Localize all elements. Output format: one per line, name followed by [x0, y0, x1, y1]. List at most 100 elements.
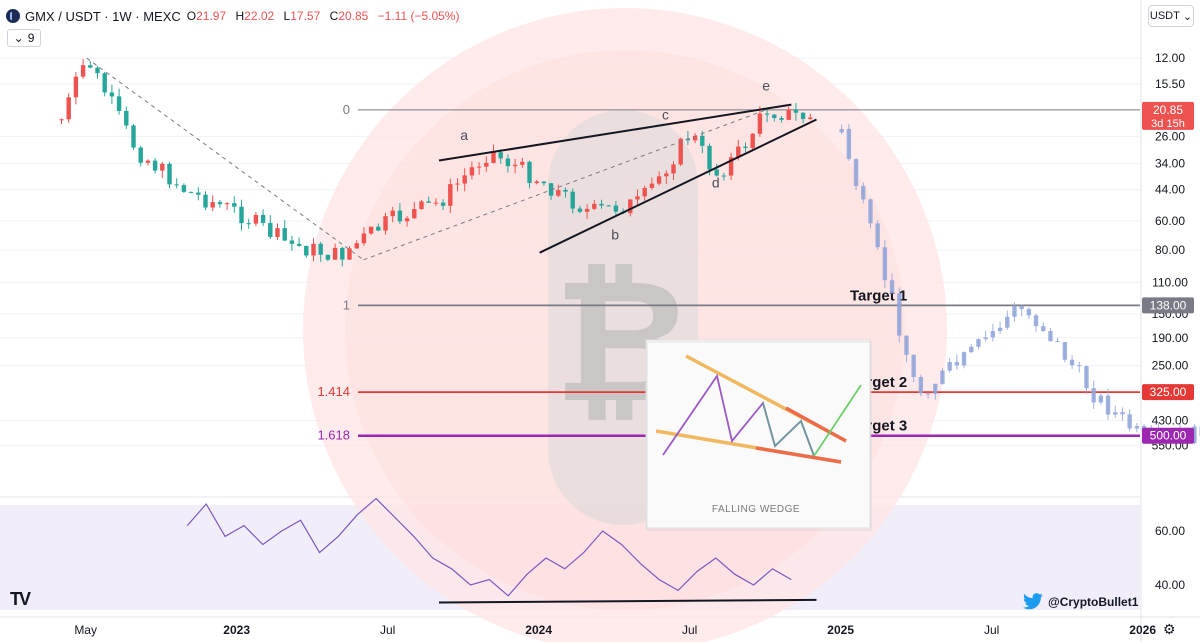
candle-body	[368, 226, 374, 234]
candle-body	[897, 293, 902, 336]
inset-breakout	[813, 384, 862, 457]
low-label: L	[283, 9, 291, 23]
candle-body	[954, 361, 960, 366]
candle-body	[174, 184, 179, 186]
price-tag-label: 138.00	[1150, 298, 1187, 312]
falling-wedge-inset: FALLING WEDGE	[645, 339, 872, 531]
candle-body	[95, 67, 100, 74]
price-tick-label: 15.50	[1155, 77, 1185, 91]
candle-body	[764, 113, 770, 115]
chevron-down-icon: ⌄	[13, 31, 24, 45]
candle-body	[1041, 326, 1046, 332]
tradingview-logo[interactable]: TV	[10, 589, 31, 609]
candle-body	[1084, 366, 1089, 389]
candle-body	[1019, 305, 1024, 310]
candle-body	[577, 208, 583, 212]
candle-body	[969, 346, 974, 353]
candle-body	[707, 145, 712, 170]
fib-ratio-label: 1.414	[317, 384, 350, 399]
candle-body	[649, 183, 655, 188]
candle-body	[779, 118, 784, 120]
price-axis: 550.00430.00250.00190.00150.00110.0080.0…	[1142, 51, 1194, 592]
candle-body	[534, 181, 539, 184]
candle-body	[433, 202, 439, 204]
candle-body	[512, 164, 518, 167]
candle-body	[592, 203, 597, 209]
candle-body	[976, 339, 981, 347]
candle-body	[1048, 331, 1053, 342]
symbol-title[interactable]: GMX / USDT · 1W · MEXC	[25, 8, 181, 24]
candle-body	[1098, 395, 1104, 403]
candle-body	[275, 228, 280, 237]
candle-body	[736, 146, 741, 158]
candle-body	[296, 243, 302, 246]
price-tick-label: 110.00	[1152, 275, 1188, 289]
twitter-handle[interactable]: @CryptoBullet1	[1048, 595, 1139, 609]
candle-body	[59, 119, 64, 121]
candle-body	[635, 196, 640, 200]
candle-body	[80, 65, 86, 77]
inset-caption: FALLING WEDGE	[712, 504, 800, 515]
inset-upper-line-end	[785, 406, 847, 443]
candle-body	[210, 202, 215, 208]
candle-body	[1091, 388, 1096, 403]
candle-body	[239, 206, 244, 224]
time-tick-label: 2026	[1129, 623, 1156, 637]
candle-body	[440, 202, 446, 206]
candle-body	[505, 158, 511, 167]
candle-body	[983, 337, 988, 340]
candle-body	[1077, 365, 1082, 367]
currency-label: USDT	[1149, 10, 1180, 22]
currency-button[interactable]: USDT ⌄	[1148, 5, 1194, 27]
inset-shadow	[646, 341, 872, 531]
candle-body	[1033, 315, 1039, 327]
time-tick-label: 2023	[223, 623, 250, 637]
candle-body	[318, 243, 323, 255]
candle-body	[714, 169, 719, 176]
candle-body	[947, 361, 952, 371]
candle-body	[808, 117, 813, 119]
high-label: H	[235, 9, 245, 23]
candle-body	[750, 133, 755, 148]
wave-label: a	[460, 127, 468, 143]
price-tick-label: 34.00	[1155, 157, 1185, 171]
candle-body	[116, 96, 122, 111]
candle-body	[361, 233, 367, 244]
settings-gear-icon[interactable]: ⚙	[1163, 621, 1176, 637]
high-value: 22.02	[244, 9, 275, 23]
candle-body	[656, 176, 662, 184]
candle-body	[563, 189, 568, 192]
candle-body	[109, 92, 115, 97]
candle-body	[606, 205, 611, 207]
rsi-tick-label: 40.00	[1155, 578, 1185, 592]
candle-body	[455, 183, 460, 185]
candle-body	[1127, 414, 1132, 429]
candle-body	[304, 245, 309, 256]
candle-body	[1105, 395, 1111, 415]
candle-body	[232, 203, 237, 207]
indicator-count: 9	[27, 31, 35, 45]
candle-body	[246, 223, 251, 225]
time-tick-label: 2024	[525, 623, 552, 637]
price-tick-label: 12.00	[1155, 51, 1185, 65]
price-tick-label: 26.00	[1155, 129, 1185, 143]
symbol-header: GMX / USDT · 1W · MEXC O21.97 H22.02 L17…	[6, 7, 459, 25]
wave-label: d	[712, 174, 720, 190]
candle-body	[599, 203, 604, 206]
indicators-toggle-button[interactable]: ⌄ 9	[7, 29, 41, 47]
candle-body	[839, 128, 844, 133]
candle-body	[332, 247, 338, 260]
candle-body	[800, 112, 806, 119]
candle-body	[124, 110, 129, 126]
time-tick-label: 2025	[827, 623, 854, 637]
rsi-tick-label: 60.00	[1155, 524, 1185, 538]
candle-body	[419, 201, 424, 210]
close-value: 20.85	[338, 9, 369, 23]
time-axis: May2023Jul2024Jul2025Jul2026Jul2027Jul20…	[74, 623, 1156, 637]
candle-body	[1005, 316, 1010, 328]
candle-body	[918, 377, 924, 394]
wedge-upper-trendline	[539, 118, 817, 254]
candle-body	[990, 331, 996, 338]
fib-ratio-label: 1	[343, 297, 350, 312]
